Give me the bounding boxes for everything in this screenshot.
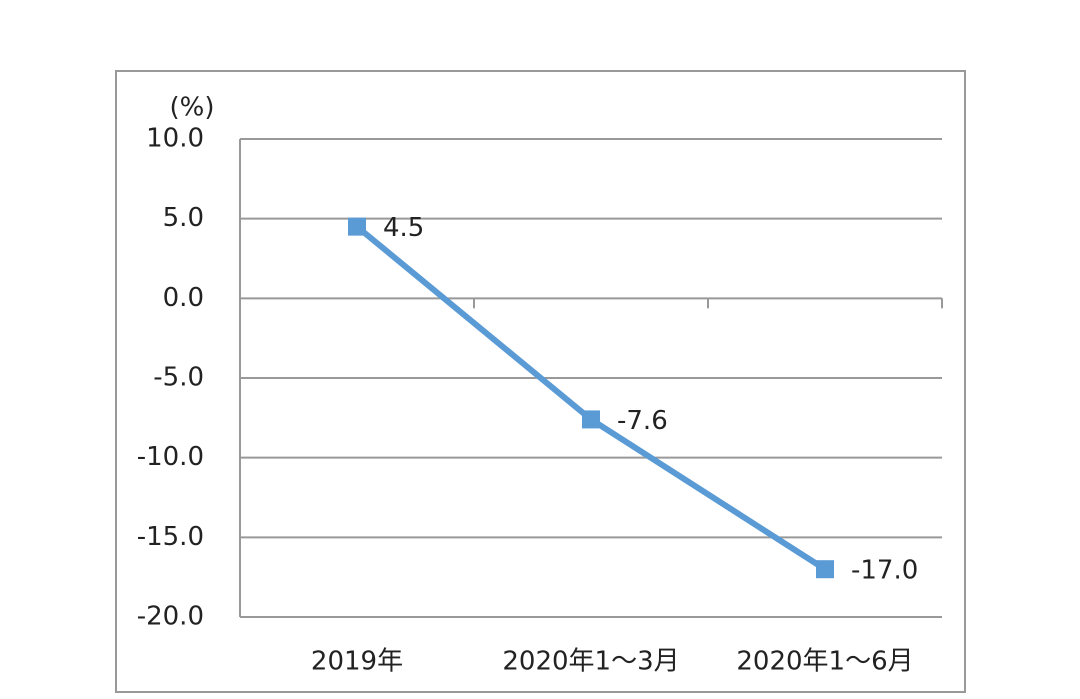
x-tick-label: 2020年1～6月 [736, 647, 913, 677]
data-label: 4.5 [383, 213, 424, 243]
y-tick-label: 0.0 [163, 283, 204, 313]
point-marker [582, 410, 600, 429]
point-marker [816, 560, 834, 579]
y-tick-label: -5.0 [153, 363, 204, 393]
data-label: -17.0 [851, 556, 918, 586]
chart-frame [115, 70, 966, 693]
point-marker [348, 217, 366, 236]
x-tick-label: 2019年 [311, 647, 403, 677]
y-axis-unit: (%) [170, 93, 215, 123]
x-tick-label: 2020年1～3月 [502, 647, 679, 677]
y-tick-label: 5.0 [163, 203, 204, 233]
data-label: -7.6 [617, 406, 668, 436]
y-tick-label: -15.0 [137, 522, 204, 552]
y-tick-label: -20.0 [137, 602, 204, 632]
series-line [355, 224, 827, 572]
y-tick-label: 10.0 [146, 124, 204, 154]
y-tick-label: -10.0 [137, 442, 204, 472]
